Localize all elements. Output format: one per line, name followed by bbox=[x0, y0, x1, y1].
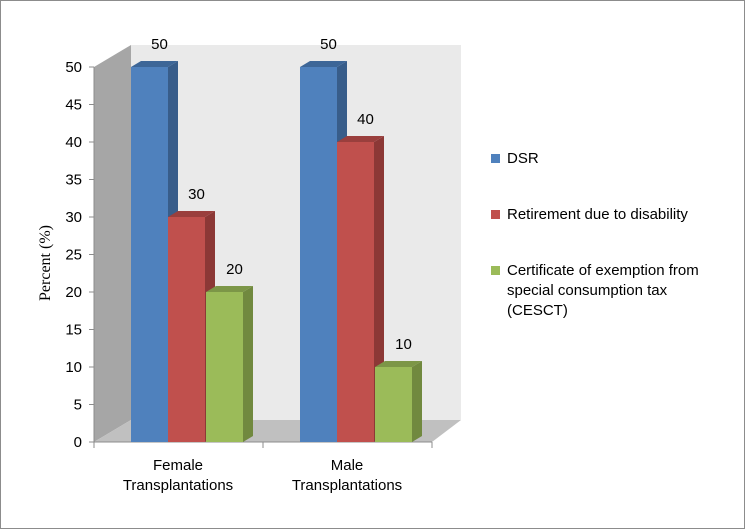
data-label: 50 bbox=[320, 36, 337, 53]
legend-item: DSR bbox=[491, 149, 745, 169]
y-tick-label: 10 bbox=[65, 359, 82, 376]
bar-top bbox=[131, 61, 178, 67]
y-tick-label: 5 bbox=[74, 397, 82, 414]
bar bbox=[337, 142, 374, 442]
bar-side bbox=[412, 361, 422, 442]
data-label: 50 bbox=[151, 36, 168, 53]
y-tick-label: 35 bbox=[65, 172, 82, 189]
category-label: Transplantations bbox=[292, 477, 402, 494]
bar bbox=[168, 217, 205, 442]
legend-label: (CESCT) bbox=[507, 302, 568, 319]
bar-top bbox=[375, 361, 422, 367]
bar bbox=[206, 292, 243, 442]
data-label: 40 bbox=[357, 111, 374, 128]
y-tick-label: 40 bbox=[65, 134, 82, 151]
legend-label: DSR bbox=[507, 150, 539, 167]
y-tick-label: 50 bbox=[65, 59, 82, 76]
data-label: 20 bbox=[226, 261, 243, 278]
bar bbox=[375, 367, 412, 442]
bar-top bbox=[168, 211, 215, 217]
data-label: 10 bbox=[395, 336, 412, 353]
category-label: Transplantations bbox=[123, 477, 233, 494]
y-tick-label: 0 bbox=[74, 434, 82, 451]
legend-swatch bbox=[491, 210, 500, 219]
legend-label: Retirement due to disability bbox=[507, 206, 688, 223]
y-axis-title: Percent (%) bbox=[37, 225, 54, 301]
bar-top bbox=[300, 61, 347, 67]
bar bbox=[300, 67, 337, 442]
y-tick-label: 25 bbox=[65, 247, 82, 264]
bar bbox=[131, 67, 168, 442]
data-label: 30 bbox=[188, 186, 205, 203]
category-label: Male bbox=[331, 457, 364, 474]
legend-label: special consumption tax bbox=[507, 282, 668, 299]
bar-side bbox=[243, 286, 253, 442]
category-label: Female bbox=[153, 457, 203, 474]
legend-item: Retirement due to disability bbox=[491, 205, 745, 225]
legend-label: Certificate of exemption from bbox=[507, 262, 699, 279]
bar-top bbox=[206, 286, 253, 292]
side-wall bbox=[94, 45, 131, 442]
y-tick-label: 20 bbox=[65, 284, 82, 301]
bar-top bbox=[337, 136, 384, 142]
legend-swatch bbox=[491, 266, 500, 275]
y-tick-label: 30 bbox=[65, 209, 82, 226]
legend-item: Certificate of exemption from special con… bbox=[491, 261, 745, 321]
y-tick-label: 45 bbox=[65, 97, 82, 114]
legend-swatch bbox=[491, 154, 500, 163]
y-tick-label: 15 bbox=[65, 322, 82, 339]
